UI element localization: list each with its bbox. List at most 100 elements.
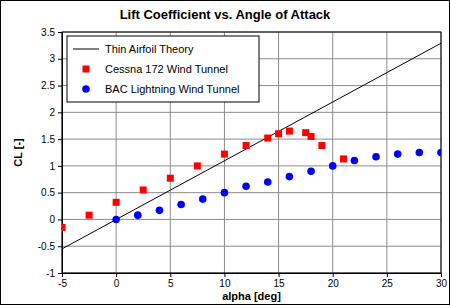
legend-label: Thin Airfoil Theory <box>105 43 194 55</box>
data-point <box>318 142 325 149</box>
x-tick: 0 <box>114 273 120 289</box>
series-points <box>112 149 441 224</box>
legend-swatch <box>73 49 99 50</box>
y-tick: -1 <box>46 268 62 279</box>
y-tick-label: 3.5 <box>41 27 55 38</box>
y-tick: 3.5 <box>41 27 62 38</box>
x-tick-mark <box>333 273 334 277</box>
x-tick: 20 <box>328 273 340 289</box>
y-axis-title: CL [-] <box>12 138 24 167</box>
data-point <box>437 149 441 157</box>
x-grid-line <box>386 32 387 273</box>
data-point <box>340 155 347 162</box>
data-point <box>156 207 164 215</box>
data-point <box>62 224 66 231</box>
x-tick: 25 <box>382 273 394 289</box>
x-axis: -5051015202530 <box>58 273 447 289</box>
data-point <box>242 182 250 190</box>
data-point <box>275 130 282 137</box>
data-point <box>140 186 147 193</box>
y-tick-label: -1 <box>46 268 55 279</box>
y-tick-mark <box>58 112 62 113</box>
x-tick-label: -5 <box>58 278 67 289</box>
y-grid-line <box>62 139 441 140</box>
x-axis-title: alpha [deg] <box>222 290 281 302</box>
x-tick-mark <box>387 273 388 277</box>
x-tick-mark <box>279 273 280 277</box>
y-tick-label: 0.5 <box>41 187 55 198</box>
y-tick: 1.5 <box>41 134 62 145</box>
data-point <box>86 212 93 219</box>
y-tick-label: 2 <box>49 107 55 118</box>
data-point <box>194 162 201 169</box>
data-point <box>416 149 424 157</box>
data-point <box>264 178 272 186</box>
y-tick-mark <box>58 139 62 140</box>
data-point <box>167 175 174 182</box>
data-point <box>264 135 271 142</box>
legend-swatch <box>82 85 90 93</box>
x-tick-label: 0 <box>114 278 120 289</box>
y-grid-line <box>62 112 441 113</box>
y-axis: -1 -0.5 0 0.5 1 1.5 2 2.5 3 3.5 <box>38 27 63 279</box>
x-tick-label: 30 <box>436 278 448 289</box>
legend-box <box>67 36 259 102</box>
y-tick: 0 <box>49 214 62 225</box>
y-tick-label: 3 <box>49 53 55 64</box>
plot-frame <box>62 32 441 273</box>
x-tick-label: 10 <box>219 278 231 289</box>
x-tick-mark <box>224 273 225 277</box>
legend-label: BAC Lightning Wind Tunnel <box>105 83 240 95</box>
data-point <box>372 153 380 161</box>
legend: Thin Airfoil Theory Cessna 172 Wind Tunne… <box>67 36 259 102</box>
y-grid-line <box>62 246 441 247</box>
data-point <box>308 133 315 140</box>
data-point <box>351 157 359 165</box>
x-tick-mark <box>441 273 442 277</box>
y-tick: 1 <box>49 161 62 172</box>
data-point <box>286 173 294 181</box>
data-point <box>199 195 207 203</box>
y-tick-mark <box>58 246 62 247</box>
data-point <box>307 167 315 175</box>
data-point <box>113 199 120 206</box>
data-point <box>394 150 402 158</box>
data-point <box>329 162 337 170</box>
y-tick-mark <box>58 193 62 194</box>
x-grid-line <box>278 32 279 273</box>
y-tick-label: 2.5 <box>41 80 55 91</box>
x-tick-label: 20 <box>328 278 340 289</box>
series-points <box>62 128 347 231</box>
data-point <box>243 142 250 149</box>
x-tick-label: 5 <box>168 278 174 289</box>
legend-label: Cessna 172 Wind Tunnel <box>105 63 228 75</box>
x-tick: 5 <box>168 273 174 289</box>
y-tick: 2.5 <box>41 80 62 91</box>
y-tick: 0.5 <box>41 187 62 198</box>
y-tick-mark <box>58 219 62 220</box>
x-tick-label: 25 <box>382 278 394 289</box>
y-tick-mark <box>58 166 62 167</box>
y-tick-mark <box>58 59 62 60</box>
y-grid-line <box>62 165 441 166</box>
legend-swatch <box>83 66 90 73</box>
title: Lift Coefficient vs. Angle of Attack <box>120 7 331 22</box>
chart-background <box>1 1 450 305</box>
y-tick-label: 0 <box>49 214 55 225</box>
chart: -5051015202530-1-0.500.511.522.533.5Lift… <box>0 0 450 305</box>
data-point <box>177 201 185 209</box>
x-tick: -5 <box>58 273 67 289</box>
y-tick-mark <box>58 32 62 33</box>
x-grid-line <box>332 32 333 273</box>
y-tick: -0.5 <box>38 241 62 252</box>
data-point <box>221 151 228 158</box>
y-tick-mark <box>58 273 62 274</box>
y-tick-label: 1.5 <box>41 134 55 145</box>
y-tick-mark <box>58 86 62 87</box>
data-point <box>134 211 142 219</box>
y-tick: 2 <box>49 107 62 118</box>
y-tick-label: -0.5 <box>38 241 56 252</box>
x-tick: 10 <box>219 273 231 289</box>
data-point <box>221 189 229 197</box>
x-tick-mark <box>170 273 171 277</box>
